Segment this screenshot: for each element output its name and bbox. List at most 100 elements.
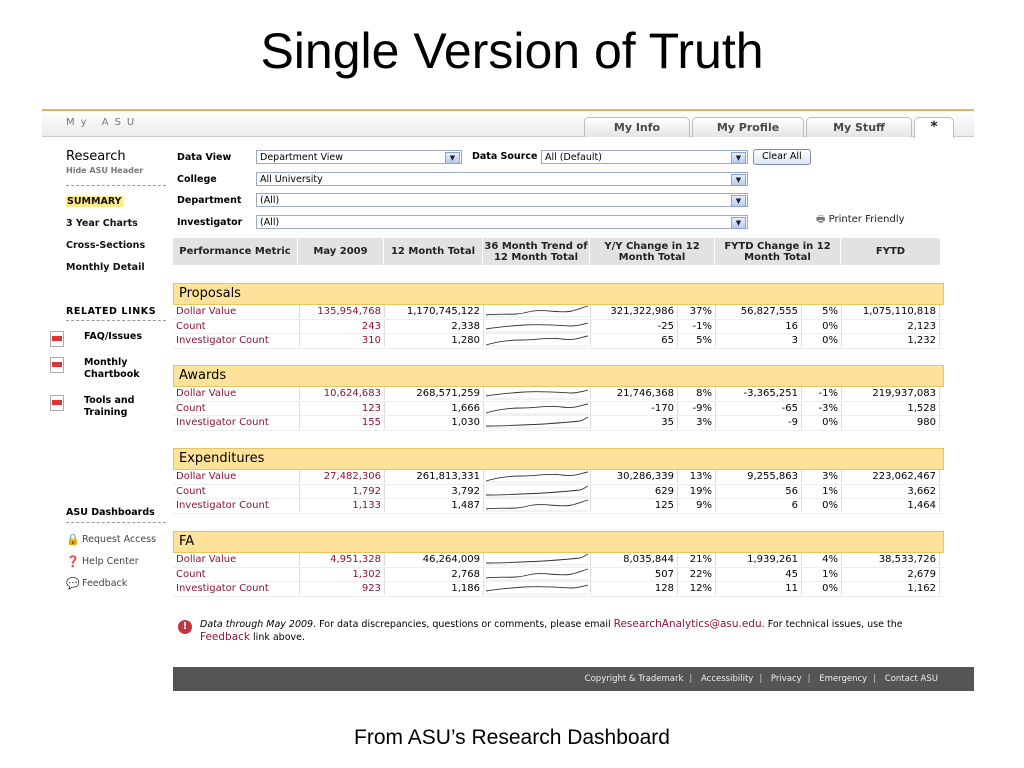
trend-sparkline (483, 499, 590, 512)
metric-label[interactable]: Investigator Count (176, 417, 269, 428)
trend-sparkline (483, 567, 590, 581)
metric-label[interactable]: Dollar Value (176, 388, 237, 399)
cell-m12: 1,170,745,122 (384, 305, 483, 318)
cell-may[interactable]: 243 (299, 319, 384, 333)
footer-emergency[interactable]: Emergency (819, 674, 868, 684)
table-row: Dollar Value 4,951,328 46,264,009 8,035,844… (173, 553, 944, 568)
data-source-select[interactable]: All (Default) ▼ (541, 150, 748, 164)
metric-label[interactable]: Count (176, 320, 206, 332)
cell-fyp: 4% (801, 553, 841, 566)
link-help-center[interactable]: ❓ Help Center (66, 555, 139, 568)
top-bar: My ASU My Info My Profile My Stuff * (42, 109, 974, 138)
cell-fyp: 1% (801, 484, 841, 498)
feedback-link[interactable]: Feedback (200, 631, 251, 643)
section-expenditures: Expenditures Dollar Value 27,482,306 261,81… (173, 448, 944, 514)
nav-summary[interactable]: SUMMARY (66, 196, 123, 207)
investigator-select[interactable]: (All) ▼ (256, 215, 748, 229)
footer-accessibility[interactable]: Accessibility (701, 674, 754, 684)
clear-all-button[interactable]: Clear All (753, 149, 811, 165)
footer-contact[interactable]: Contact ASU (884, 674, 938, 684)
footer-copyright[interactable]: Copyright & Trademark (584, 674, 684, 684)
cell-yy: 128 (590, 582, 677, 595)
nav-monthly-detail[interactable]: Monthly Detail (66, 262, 145, 273)
cell-yy: 321,322,986 (590, 305, 677, 318)
sparkline-chart (485, 403, 589, 414)
col-header-fytd-change[interactable]: FYTD Change in 12 Month Total (715, 238, 841, 265)
cell-may[interactable]: 310 (299, 334, 384, 347)
data-view-select[interactable]: Department View ▼ (256, 150, 462, 164)
cell-may[interactable]: 155 (299, 416, 384, 429)
cell-fy: -9 (715, 416, 801, 429)
trend-sparkline (483, 401, 590, 415)
metric-label[interactable]: Dollar Value (176, 306, 237, 317)
cell-may[interactable]: 4,951,328 (299, 553, 384, 566)
nav-3-year-charts[interactable]: 3 Year Charts (66, 218, 138, 229)
chevron-down-icon: ▼ (445, 152, 460, 164)
link-feedback[interactable]: 💬 Feedback (66, 577, 128, 590)
hide-header-link[interactable]: Hide ASU Header (66, 166, 144, 175)
investigator-label: Investigator (177, 217, 243, 228)
sparkline-chart (485, 322, 589, 332)
link-monthly-chartbook[interactable]: Monthly Chartbook (50, 357, 144, 381)
metric-label[interactable]: Investigator Count (176, 500, 269, 511)
section-awards: Awards Dollar Value 10,624,683 268,571,259 2… (173, 365, 944, 431)
cell-may[interactable]: 135,954,768 (299, 305, 384, 318)
cell-fy: 56 (715, 484, 801, 498)
sparkline-line (485, 305, 589, 316)
tab-my-stuff[interactable]: My Stuff (806, 117, 912, 137)
tab-my-info[interactable]: My Info (584, 117, 690, 137)
college-select[interactable]: All University ▼ (256, 172, 748, 186)
sparkline-chart (485, 389, 589, 400)
metric-label[interactable]: Count (176, 402, 206, 414)
metric-label[interactable]: Investigator Count (176, 335, 269, 346)
cell-fytd: 2,679 (841, 567, 940, 581)
metric-label[interactable]: Count (176, 485, 206, 497)
sparkline-line (485, 471, 589, 482)
col-header-12month[interactable]: 12 Month Total (384, 238, 483, 265)
pdf-icon (50, 331, 64, 347)
brand-logo[interactable]: My ASU (66, 117, 141, 128)
cell-may[interactable]: 923 (299, 582, 384, 595)
metric-label[interactable]: Dollar Value (176, 554, 237, 565)
tab-more[interactable]: * (914, 117, 954, 138)
pdf-icon (50, 357, 64, 373)
cell-fyp: 0% (801, 582, 841, 595)
department-select[interactable]: (All) ▼ (256, 193, 748, 207)
link-tools-training[interactable]: Tools and Training (50, 395, 144, 419)
table-row: Investigator Count 923 1,186 128 12% 11 0% 1,16… (173, 582, 944, 597)
cell-m12: 1,280 (384, 334, 483, 347)
cell-fy: 9,255,863 (715, 470, 801, 483)
trend-sparkline (483, 334, 590, 347)
col-header-may[interactable]: May 2009 (298, 238, 384, 265)
printer-friendly-link[interactable]: 🖶 Printer Friendly (816, 214, 905, 225)
col-header-metric[interactable]: Performance Metric (173, 238, 298, 265)
link-faq-issues[interactable]: FAQ/Issues (50, 331, 166, 347)
cell-yyp: 19% (677, 484, 715, 498)
divider (66, 185, 166, 186)
cell-may[interactable]: 10,624,683 (299, 387, 384, 400)
alert-icon: ! (178, 620, 192, 634)
cell-may[interactable]: 1,792 (299, 484, 384, 498)
footer-privacy[interactable]: Privacy (770, 674, 802, 684)
table-row: Dollar Value 10,624,683 268,571,259 21,746,… (173, 387, 944, 402)
cell-fy: -3,365,251 (715, 387, 801, 400)
col-header-yy[interactable]: Y/Y Change in 12 Month Total (590, 238, 715, 265)
cell-may[interactable]: 27,482,306 (299, 470, 384, 483)
metric-label[interactable]: Count (176, 568, 206, 580)
table-row: Count 1,302 2,768 507 22% 45 1% 2,679 (173, 567, 944, 582)
tab-my-profile[interactable]: My Profile (692, 117, 804, 137)
section-title: FA (173, 531, 944, 553)
cell-may[interactable]: 123 (299, 401, 384, 415)
link-request-access[interactable]: 🔒 Request Access (66, 533, 157, 546)
email-link[interactable]: ResearchAnalytics@asu.edu (613, 618, 762, 630)
cell-yyp: 3% (677, 416, 715, 429)
nav-cross-sections[interactable]: Cross-Sections (66, 240, 146, 251)
metric-label[interactable]: Dollar Value (176, 471, 237, 482)
table-row: Count 243 2,338 -25 -1% 16 0% 2,123 (173, 319, 944, 334)
cell-may[interactable]: 1,133 (299, 499, 384, 512)
cell-may[interactable]: 1,302 (299, 567, 384, 581)
cell-m12: 261,813,331 (384, 470, 483, 483)
col-header-trend[interactable]: 36 Month Trend of 12 Month Total (483, 238, 590, 265)
col-header-fytd[interactable]: FYTD (841, 238, 941, 265)
metric-label[interactable]: Investigator Count (176, 583, 269, 594)
